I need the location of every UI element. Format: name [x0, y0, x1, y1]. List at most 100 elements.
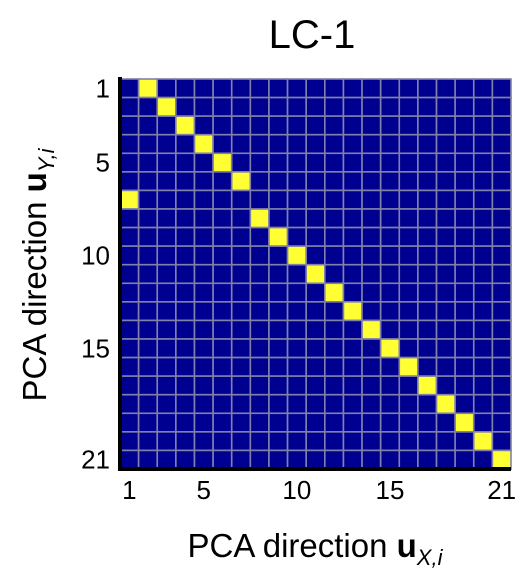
y-axis-label-prefix: PCA direction — [16, 192, 53, 401]
heatmap-cell — [324, 133, 345, 155]
heatmap-cell — [435, 189, 456, 210]
heatmap-cell — [249, 115, 270, 136]
heatmap-cell — [454, 301, 475, 322]
heatmap-cell — [342, 338, 363, 359]
heatmap-cell — [379, 431, 401, 452]
y-tick-label: 10 — [81, 240, 110, 270]
heatmap-cell — [230, 96, 252, 117]
heatmap-cell — [361, 78, 382, 99]
heatmap-cell — [137, 152, 159, 173]
heatmap-cell — [491, 245, 512, 266]
heatmap-cell — [212, 431, 233, 452]
heatmap-cell — [417, 356, 438, 377]
heatmap-cell — [491, 375, 512, 396]
heatmap-cell — [137, 356, 159, 377]
x-axis-label-var: u — [397, 527, 417, 564]
heatmap-cell — [193, 412, 214, 433]
heatmap-cell — [491, 133, 512, 155]
heatmap-cell — [286, 431, 307, 452]
heatmap-cell — [268, 319, 289, 340]
heatmap-cell — [286, 449, 307, 470]
heatmap-cell — [156, 319, 177, 340]
heatmap-cell — [454, 263, 475, 285]
heatmap-cell — [156, 449, 177, 470]
heatmap-cell — [268, 301, 289, 322]
heatmap-cell — [119, 393, 140, 415]
heatmap-cell — [342, 245, 363, 266]
heatmap-cell — [230, 375, 252, 396]
heatmap-cell — [212, 115, 233, 136]
heatmap-cell — [379, 375, 401, 396]
heatmap-cell — [417, 431, 438, 452]
heatmap-cell — [212, 208, 233, 229]
heatmap-cell — [491, 338, 512, 359]
heatmap-cell — [361, 189, 382, 210]
heatmap-cell — [193, 319, 214, 340]
heatmap-cell — [137, 171, 159, 192]
heatmap-cell — [324, 263, 345, 285]
heatmap-cell — [119, 152, 140, 173]
heatmap-cell — [268, 208, 289, 229]
heatmap-cell — [379, 96, 401, 117]
heatmap-cell — [435, 375, 456, 396]
heatmap-cell — [305, 356, 326, 377]
heatmap-cell — [268, 338, 289, 359]
heatmap-cell — [342, 208, 363, 229]
heatmap-cell — [175, 133, 196, 155]
heatmap-cell — [398, 338, 419, 359]
heatmap-cell — [137, 338, 159, 359]
heatmap-cell — [398, 393, 419, 415]
heatmap-cell — [249, 263, 270, 285]
heatmap-cell — [491, 356, 512, 377]
y-axis-label-var: u — [16, 172, 53, 192]
heatmap-cell — [230, 226, 252, 247]
heatmap-cell — [230, 338, 252, 359]
heatmap-cell — [417, 226, 438, 247]
heatmap-cell — [119, 356, 140, 377]
heatmap-cell — [398, 301, 419, 322]
heatmap-cell — [156, 133, 177, 155]
heatmap-cell — [454, 431, 475, 452]
heatmap-cell — [361, 115, 382, 136]
x-axis-label-prefix: PCA direction — [188, 527, 397, 564]
heatmap-cell — [379, 189, 401, 210]
heatmap-cell — [305, 152, 326, 173]
heatmap-cell — [119, 115, 140, 136]
heatmap-cell — [305, 319, 326, 340]
heatmap-cell — [137, 375, 159, 396]
heatmap-cell — [324, 412, 345, 433]
heatmap-cell — [342, 133, 363, 155]
heatmap-cell — [175, 431, 196, 452]
heatmap-cell — [342, 171, 363, 192]
heatmap-cell — [268, 356, 289, 377]
heatmap-cell — [137, 208, 159, 229]
heatmap-cell — [286, 263, 307, 285]
heatmap-cell — [156, 189, 177, 210]
heatmap-cell-highlighted — [212, 152, 233, 173]
heatmap-cell — [379, 152, 401, 173]
heatmap-cell — [193, 208, 214, 229]
heatmap-cell-highlighted — [379, 338, 401, 359]
heatmap-cell — [417, 449, 438, 470]
heatmap-cell-highlighted — [175, 115, 196, 136]
heatmap-cell — [417, 133, 438, 155]
heatmap-cell — [491, 115, 512, 136]
heatmap-cell — [454, 282, 475, 303]
heatmap-cell — [324, 152, 345, 173]
heatmap-cell — [454, 115, 475, 136]
heatmap-cell — [491, 393, 512, 415]
x-tick-labels: 1 5 10 15 21 — [122, 475, 516, 505]
heatmap-cell — [156, 226, 177, 247]
heatmap-cell — [342, 96, 363, 117]
heatmap-cell — [454, 393, 475, 415]
heatmap-cell — [193, 171, 214, 192]
heatmap-cell — [472, 171, 494, 192]
heatmap-cell — [212, 189, 233, 210]
heatmap-cell — [119, 412, 140, 433]
heatmap-cell — [417, 338, 438, 359]
heatmap-cell — [119, 208, 140, 229]
heatmap-cell — [268, 412, 289, 433]
heatmap-cell — [417, 282, 438, 303]
y-axis-label-subscript: Y,i — [34, 147, 59, 172]
heatmap-cell — [249, 152, 270, 173]
